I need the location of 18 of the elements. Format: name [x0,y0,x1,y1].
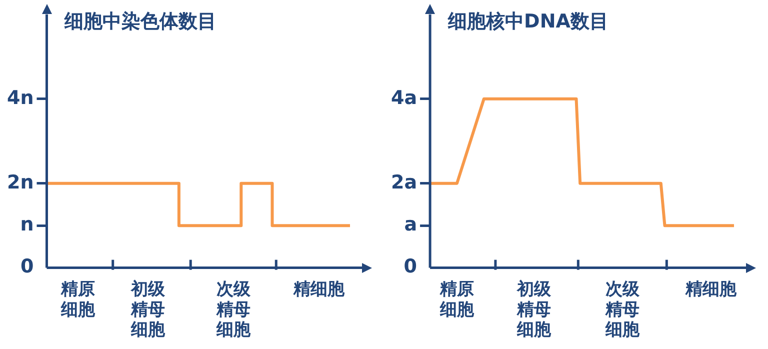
x-tick-label: 精原细胞 [60,279,96,320]
y-tick-label: n [20,214,34,236]
x-tick-label: 精原细胞 [438,279,475,320]
chart-title: 细胞中染色体数目 [64,10,217,32]
x-tick-label: 初级精母细胞 [516,279,552,340]
x-tick-label: 初级精母细胞 [130,279,166,340]
y-tick-label: 0 [404,256,418,278]
x-tick-label: 次级精母细胞 [215,279,252,340]
y-tick-label: 2a [390,171,418,194]
y-tick-label: 4a [390,86,418,109]
y-tick-label: 0 [20,256,34,278]
y-tick-label: 4n [6,86,34,109]
x-tick-label: 次级精母细胞 [604,279,640,340]
x-tick-label: 精细胞 [684,279,738,300]
x-tick-label: 精细胞 [292,279,346,300]
y-tick-label: a [404,214,418,236]
chart-title: 细胞核中DNA数目 [447,10,608,32]
y-tick-label: 2n [6,171,34,194]
